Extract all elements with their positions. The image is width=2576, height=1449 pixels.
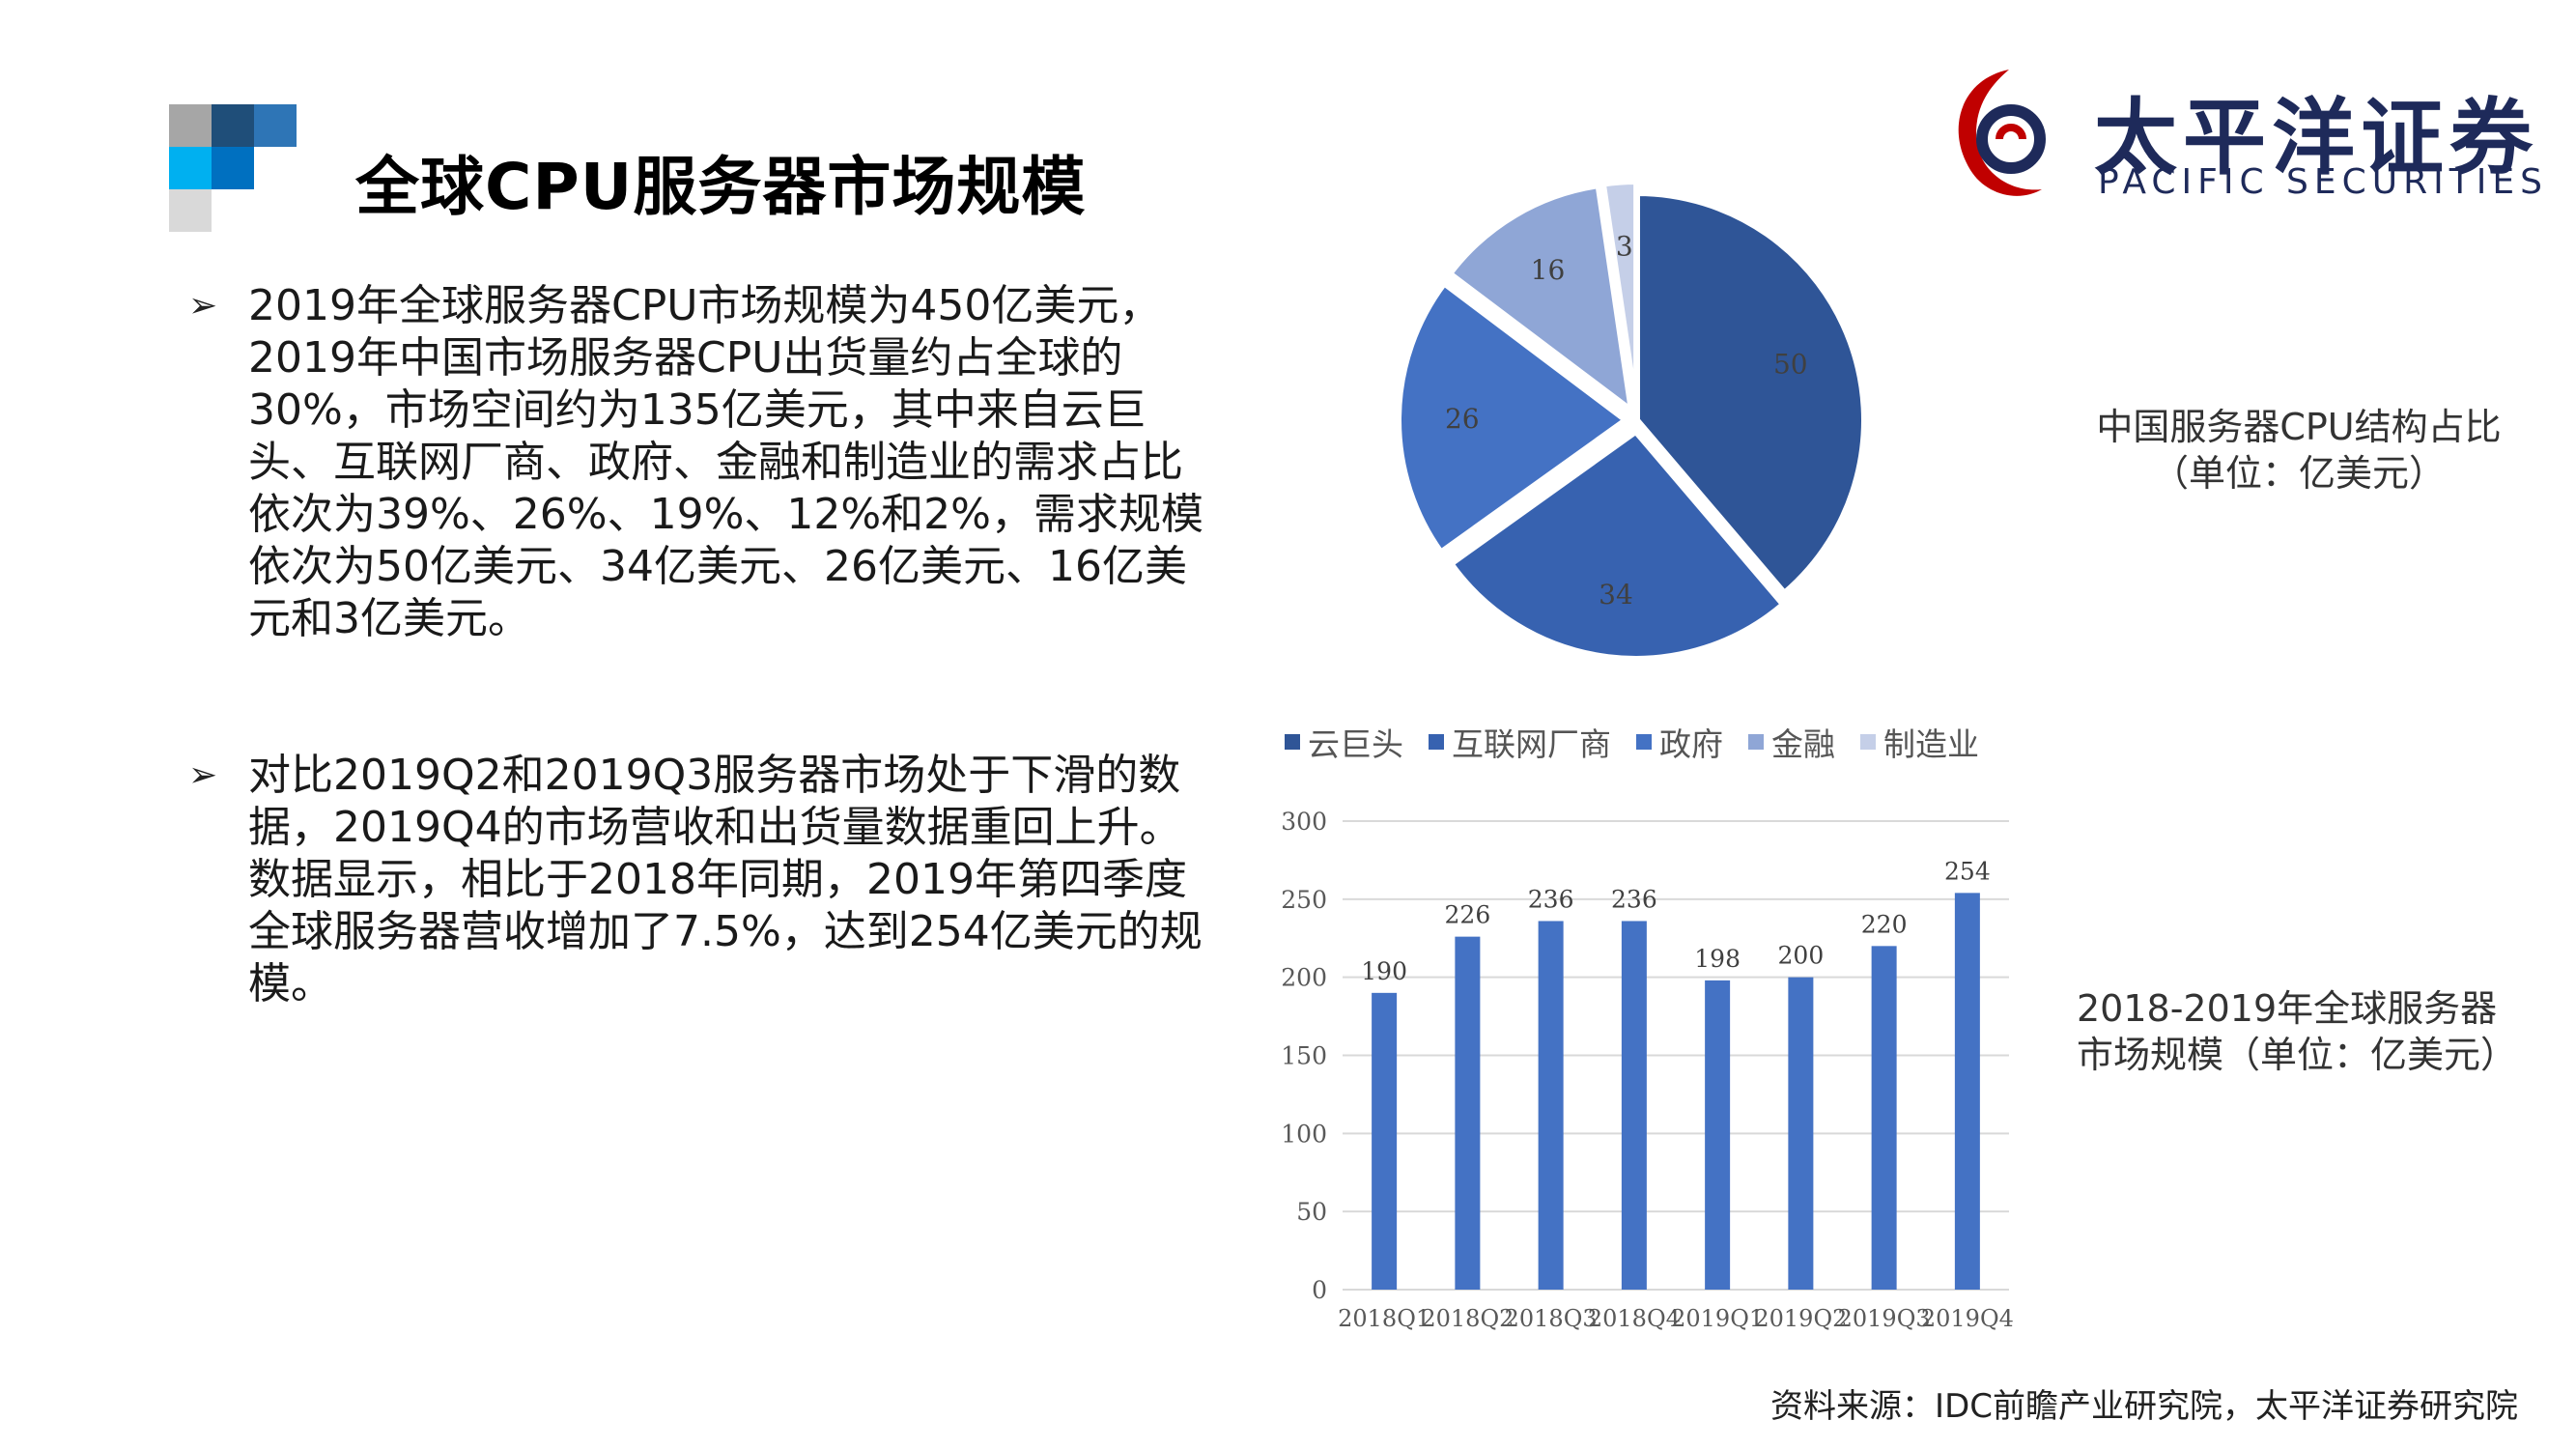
legend-label: 金融	[1771, 725, 1835, 763]
y-tick-label: 250	[1281, 886, 1327, 914]
bar	[1372, 992, 1398, 1290]
pie-slice-label: 26	[1445, 403, 1480, 435]
bar-data-label: 190	[1361, 957, 1407, 985]
legend-swatch	[1285, 734, 1300, 750]
bar-caption: 2018-2019年全球服务器 市场规模（单位：亿美元）	[2077, 987, 2518, 1076]
bar-data-label: 254	[1944, 857, 1991, 885]
legend-item: 云巨头	[1285, 719, 1403, 765]
bar-data-label: 236	[1528, 885, 1574, 913]
bar	[1621, 921, 1647, 1290]
y-tick-label: 300	[1281, 808, 1327, 836]
x-tick-label: 2019Q1	[1671, 1305, 1764, 1332]
x-tick-label: 2019Q3	[1838, 1305, 1931, 1332]
legend-item: 互联网厂商	[1429, 719, 1611, 765]
bar	[1871, 946, 1897, 1290]
pie-slice	[1634, 189, 1867, 598]
pie-slice-label: 16	[1531, 254, 1566, 286]
y-tick-label: 150	[1281, 1042, 1327, 1070]
x-tick-label: 2019Q4	[1921, 1305, 2014, 1332]
y-tick-label: 100	[1281, 1120, 1327, 1148]
page-title: 全球CPU服务器市场规模	[355, 150, 1087, 224]
legend-item: 金融	[1748, 719, 1835, 765]
legend-label: 云巨头	[1308, 725, 1403, 763]
x-tick-label: 2018Q3	[1505, 1305, 1598, 1332]
legend-swatch	[1636, 734, 1652, 750]
arrow-bullet-icon: ➢	[188, 755, 218, 795]
y-tick-label: 50	[1296, 1198, 1327, 1226]
pie-chart: 50 34 26 16 3	[1396, 179, 1867, 662]
source-note: 资料来源：IDC前瞻产业研究院，太平洋证券研究院	[1770, 1387, 2518, 1426]
chart-legend: 云巨头 互联网厂商 政府 金融 制造业	[1285, 719, 1979, 765]
bar	[1705, 980, 1731, 1290]
pie-slice	[1396, 279, 1631, 556]
legend-item: 制造业	[1860, 719, 1979, 765]
bullet-text: 对比2019Q2和2019Q3服务器市场处于下滑的数据，2019Q4的市场营收和…	[248, 751, 1203, 1009]
bar-data-label: 220	[1861, 910, 1908, 938]
bar-data-label: 200	[1778, 942, 1825, 970]
logo-text-cn: 太平洋证券	[2094, 90, 2538, 186]
legend-label: 政府	[1659, 725, 1723, 763]
logo-text-en: PACIFIC SECURITIES	[2098, 162, 2548, 202]
y-tick-label: 200	[1281, 964, 1327, 992]
y-tick-label: 0	[1312, 1276, 1327, 1304]
logo-emblem-icon	[1958, 70, 2046, 196]
legend-label: 互联网厂商	[1452, 725, 1611, 763]
pie-slice-label: 34	[1599, 579, 1633, 611]
pie-caption: 中国服务器CPU结构占比 （单位：亿美元）	[2096, 406, 2502, 495]
legend-item: 政府	[1636, 719, 1723, 765]
arrow-bullet-icon: ➢	[188, 286, 218, 326]
bar	[1538, 921, 1564, 1290]
x-tick-label: 2019Q2	[1754, 1305, 1847, 1332]
bar	[1788, 977, 1814, 1290]
bar	[1455, 936, 1481, 1290]
bar-data-label: 236	[1611, 885, 1657, 913]
legend-swatch	[1860, 734, 1876, 750]
legend-swatch	[1429, 734, 1444, 750]
pie-slice	[1599, 179, 1640, 410]
bar-data-label: 226	[1445, 901, 1491, 929]
legend-swatch	[1748, 734, 1764, 750]
x-tick-label: 2018Q1	[1338, 1305, 1430, 1332]
bar-chart: 0 50 100 150 200 250 300 190 2018Q1 226 2018Q2 236 2…	[1281, 808, 2014, 1332]
x-tick-label: 2018Q4	[1588, 1305, 1681, 1332]
pie-slice	[1447, 427, 1788, 662]
pie-slice-label: 50	[1773, 348, 1808, 380]
pie-slice-label: 3	[1616, 230, 1633, 262]
bullet-text: 2019年全球服务器CPU市场规模为450亿美元，2019年中国市场服务器CPU…	[248, 281, 1203, 643]
bar-data-label: 198	[1694, 945, 1741, 973]
pie-slice	[1445, 182, 1635, 417]
legend-label: 制造业	[1883, 725, 1979, 763]
bar	[1954, 893, 1980, 1290]
x-tick-label: 2018Q2	[1421, 1305, 1514, 1332]
